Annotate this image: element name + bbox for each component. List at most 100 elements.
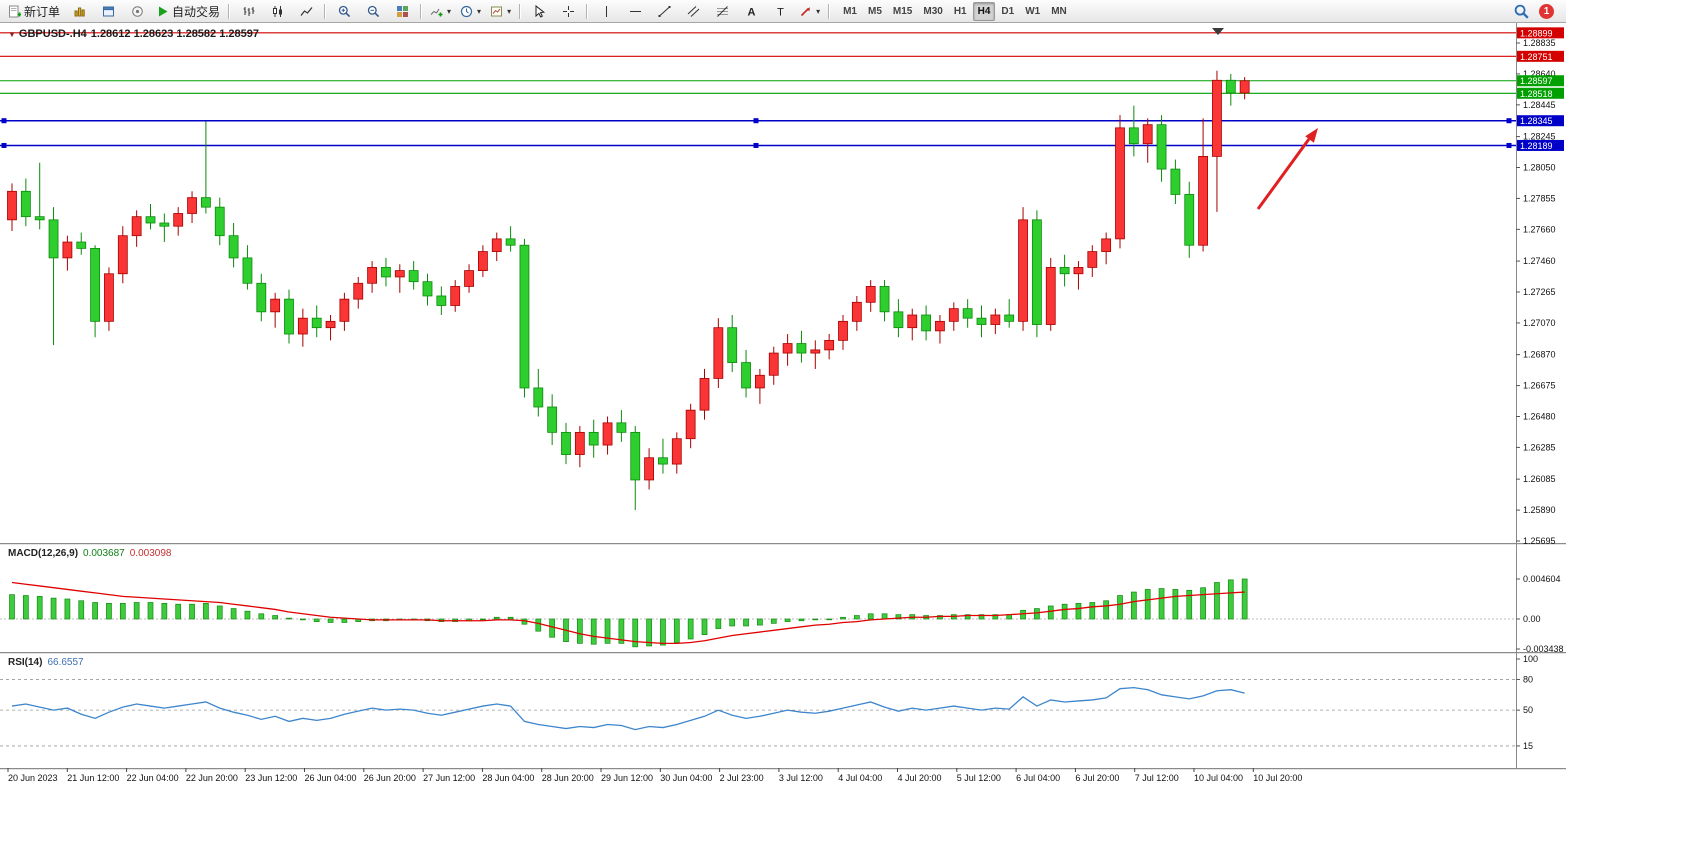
svg-text:1.26085: 1.26085 <box>1523 474 1556 484</box>
autotrading-button[interactable]: 自动交易 <box>152 0 224 22</box>
svg-text:1.27660: 1.27660 <box>1523 224 1556 234</box>
timeframe-m15-button[interactable]: M15 <box>892 5 913 17</box>
timeframe-h4-button[interactable]: H4 <box>972 1 996 21</box>
timeframes-dropdown-button[interactable]: ▾ <box>456 0 485 22</box>
autotrading-play-icon <box>159 6 168 16</box>
timeframe-mn-button[interactable]: MN <box>1051 5 1067 17</box>
svg-text:1.28751: 1.28751 <box>1520 52 1553 62</box>
trendline-tool-button[interactable] <box>650 0 678 22</box>
price-tag-1.28751 <box>1517 50 1564 62</box>
strategy-tester-icon <box>131 5 143 17</box>
chart-canvas[interactable]: 1.28835 1.28640 1.28445 1.28245 1.28050 1.278… <box>0 23 1566 788</box>
macd-panel <box>0 578 1516 648</box>
svg-text:4 Jul 20:00: 4 Jul 20:00 <box>898 773 942 783</box>
svg-text:22 Jun 20:00: 22 Jun 20:00 <box>186 773 238 783</box>
arrow-object-icon <box>801 6 810 16</box>
svg-text:5 Jul 12:00: 5 Jul 12:00 <box>957 773 1001 783</box>
level-lines-layer <box>0 32 1516 148</box>
templates-dropdown-button[interactable]: ▾ <box>486 0 515 22</box>
svg-text:1.28345: 1.28345 <box>1520 116 1553 126</box>
indicators-icon <box>430 8 443 16</box>
candlestick-icon <box>272 5 282 17</box>
rsi-name: RSI(14) <box>8 657 43 668</box>
clock-icon <box>460 5 473 17</box>
data-window-button[interactable] <box>94 0 122 22</box>
tile-windows-button[interactable] <box>388 0 416 22</box>
svg-text:1.27460: 1.27460 <box>1523 256 1556 266</box>
rsi-panel <box>0 679 1516 747</box>
strategy-tester-button[interactable] <box>123 0 151 22</box>
svg-text:1.27265: 1.27265 <box>1523 287 1556 297</box>
macd-main-value: 0.003687 <box>83 548 125 559</box>
text-tool-button[interactable]: A <box>737 0 765 22</box>
timeframe-m1-button[interactable]: M1 <box>843 5 857 17</box>
price-tag-1.28597 <box>1517 75 1564 87</box>
timeframe-m5-button[interactable]: M5 <box>868 5 882 17</box>
notifications-badge[interactable]: 1 <box>1539 3 1554 19</box>
timeframe-h1-button[interactable]: H1 <box>953 5 967 17</box>
macd-signal-value: 0.003098 <box>129 548 172 559</box>
arrows-tool-button[interactable]: ▾ <box>795 0 824 22</box>
timeframe-d1-button[interactable]: D1 <box>1001 5 1015 17</box>
rsi-indicator-label: RSI(14) 66.6557 <box>8 657 84 668</box>
svg-text:1.28640: 1.28640 <box>1523 69 1556 79</box>
svg-text:10 Jul 04:00: 10 Jul 04:00 <box>1194 773 1243 783</box>
svg-text:0.00: 0.00 <box>1523 614 1541 624</box>
chart-area[interactable]: 1.28835 1.28640 1.28445 1.28245 1.28050 1.278… <box>0 23 1566 788</box>
toolbar-separator <box>828 3 831 19</box>
svg-text:80: 80 <box>1523 674 1533 684</box>
macd-name: MACD(12,26,9) <box>8 548 79 559</box>
svg-text:29 Jun 12:00: 29 Jun 12:00 <box>601 773 653 783</box>
svg-text:1.28445: 1.28445 <box>1523 100 1556 110</box>
toolbar-separator <box>324 3 327 19</box>
annotation-arrow[interactable] <box>1256 128 1318 210</box>
equidistant-channel-tool-button[interactable] <box>679 0 707 22</box>
candlestick-type-button[interactable] <box>263 0 291 22</box>
svg-text:1.26480: 1.26480 <box>1523 412 1556 422</box>
mt4-window: 新订单 自动交易 <box>0 0 1566 788</box>
zoom-out-icon <box>367 5 379 17</box>
candles-layer <box>7 70 1250 511</box>
svg-text:1.28518: 1.28518 <box>1520 89 1553 99</box>
svg-text:1.28835: 1.28835 <box>1523 38 1556 48</box>
svg-text:2 Jul 23:00: 2 Jul 23:00 <box>720 773 764 783</box>
new-order-button[interactable]: 新订单 <box>4 0 64 22</box>
crosshair-tool-button[interactable] <box>554 0 582 22</box>
fibonacci-tool-button[interactable] <box>708 0 736 22</box>
toolbar-right-group: 1 <box>1514 3 1562 19</box>
svg-text:1.26285: 1.26285 <box>1523 442 1556 452</box>
svg-text:26 Jun 20:00: 26 Jun 20:00 <box>364 773 416 783</box>
svg-text:A: A <box>747 6 755 18</box>
horizontal-line-tool-button[interactable] <box>621 0 649 22</box>
last-bar-marker-icon <box>1212 28 1224 35</box>
svg-text:T: T <box>777 6 784 18</box>
tile-windows-icon <box>396 5 408 17</box>
svg-text:20 Jun 2023: 20 Jun 2023 <box>8 773 58 783</box>
price-tag-1.28345 <box>1517 115 1564 127</box>
indicators-dropdown-button[interactable]: ▾ <box>426 0 455 22</box>
text-icon: A <box>747 6 755 18</box>
timeframe-w1-button[interactable]: W1 <box>1025 5 1041 17</box>
price-tag-1.28189 <box>1517 139 1564 151</box>
svg-text:21 Jun 12:00: 21 Jun 12:00 <box>67 773 119 783</box>
timeframe-m30-button[interactable]: M30 <box>923 5 943 17</box>
fibonacci-icon <box>716 5 728 17</box>
zoom-out-button[interactable] <box>359 0 387 22</box>
svg-text:28 Jun 04:00: 28 Jun 04:00 <box>482 773 534 783</box>
zoom-in-button[interactable] <box>330 0 358 22</box>
svg-text:1.25695: 1.25695 <box>1523 536 1556 546</box>
bar-chart-type-button[interactable] <box>234 0 262 22</box>
line-chart-icon <box>300 6 312 16</box>
notification-count: 1 <box>1543 5 1550 17</box>
chart-symbol-title: ▼ GBPUSD-.H4 1.28612 1.28623 1.28582 1.285… <box>8 28 263 40</box>
text-label-tool-button[interactable]: T <box>766 0 794 22</box>
chevron-down-icon: ▾ <box>477 6 482 16</box>
line-chart-type-button[interactable] <box>292 0 320 22</box>
market-watch-button[interactable] <box>65 0 93 22</box>
cursor-tool-button[interactable] <box>525 0 553 22</box>
search-icon[interactable] <box>1514 4 1529 19</box>
svg-text:1.25890: 1.25890 <box>1523 505 1556 515</box>
svg-text:3 Jul 12:00: 3 Jul 12:00 <box>779 773 823 783</box>
symbol-ohlc-values: 1.28612 1.28623 1.28582 1.28597 <box>90 28 259 40</box>
vertical-line-tool-button[interactable] <box>592 0 620 22</box>
